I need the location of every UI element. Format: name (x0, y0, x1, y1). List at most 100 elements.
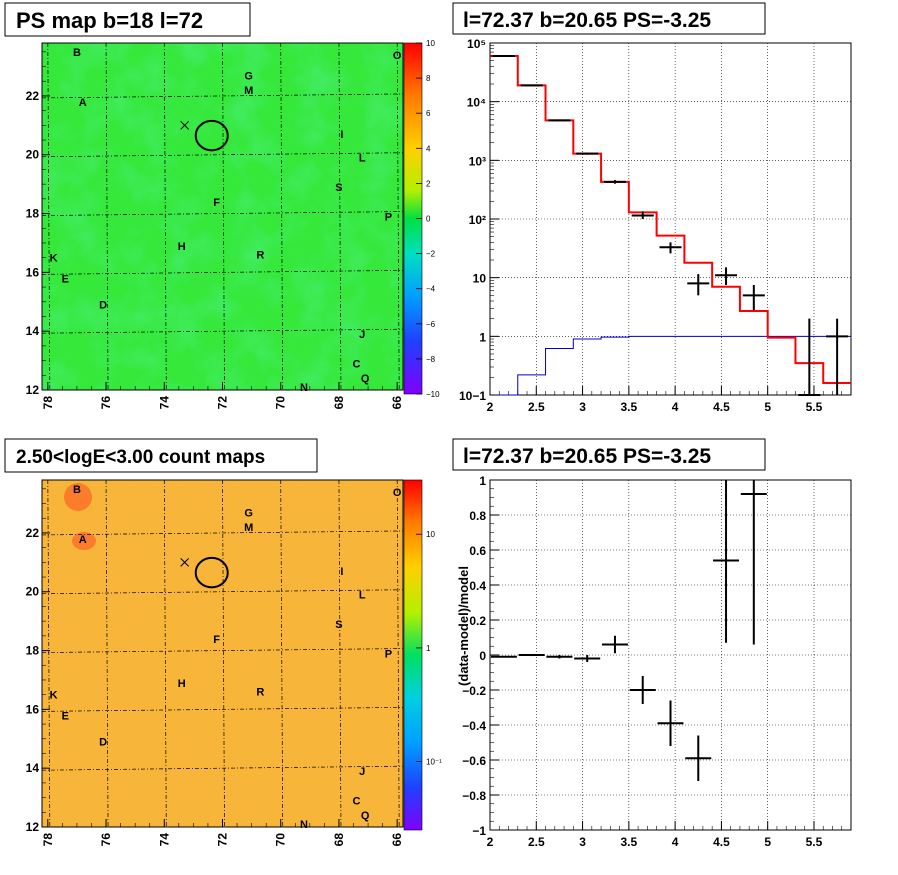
y-tick-label: 16 (26, 702, 40, 716)
colorbar-label: −6 (426, 320, 436, 329)
count-map-x-ticks: 78 76 74 72 70 68 66 (41, 819, 404, 846)
x-tick-label: 78 (41, 833, 55, 847)
x-tick-label: 4.5 (713, 400, 730, 414)
colorbar-label: 1 (426, 644, 431, 653)
meridian-line (280, 42, 284, 391)
x-tick-label: 3 (579, 835, 586, 849)
y-tick-label: 12 (26, 820, 40, 834)
source-label: C (352, 796, 360, 808)
bright-region-a (72, 532, 96, 550)
residual-panel: l=72.37 b=20.65 PS=-3.25 2 2.5 3 3.5 4 4.5 5 5.… (452, 438, 852, 849)
y-tick-label: 10 (473, 272, 487, 286)
source-label: G (244, 70, 253, 82)
meridian-line (396, 479, 400, 828)
source-label: E (62, 273, 69, 285)
count-map-sources: B A GM O I L S F P H R KE D J CQ N (50, 484, 402, 831)
x-tick-label: 72 (216, 833, 230, 847)
source-label: K (50, 690, 58, 702)
x-tick-label: 2.5 (528, 400, 545, 414)
source-label: A (79, 534, 87, 546)
ps-map-title: PS map b=18 l=72 (16, 8, 203, 33)
x-tick-label: 3.5 (621, 400, 638, 414)
source-label: M (244, 85, 253, 97)
source-label: C (352, 359, 360, 371)
source-label: H (178, 241, 186, 253)
y-tick-label: 0.4 (469, 579, 486, 593)
source-label: B (73, 47, 81, 59)
count-map-title-box (4, 438, 318, 473)
y-tick-label: −0.8 (462, 789, 486, 803)
y-tick-label: 0.6 (469, 544, 486, 558)
x-tick-label: 3.5 (621, 835, 638, 849)
colorbar-label: −4 (426, 285, 436, 294)
meridian-line (396, 42, 400, 391)
ps-map-sources: B A GM O I L S F P H R KE D J CQ N (50, 47, 402, 394)
meridian-line (280, 479, 284, 828)
count-colorbar-labels: 10 1 10⁻¹ (416, 530, 442, 767)
parallel-line (41, 765, 404, 771)
x-tick-label: 2.5 (528, 835, 545, 849)
cross-marker (180, 557, 190, 567)
y-tick-label: 0 (479, 649, 486, 663)
y-tick-label: −1 (472, 824, 486, 838)
parallel-line (41, 589, 404, 595)
source-label: P (385, 649, 392, 661)
source-label: D (99, 300, 107, 312)
x-tick-label: 66 (390, 833, 404, 847)
meridian-line (47, 42, 51, 391)
x-tick-label: 2 (487, 400, 494, 414)
source-circle (194, 119, 229, 152)
source-label: L (359, 590, 366, 602)
residual-y-axis-title: (data-model)/model (456, 566, 471, 686)
residual-grid (490, 480, 851, 830)
x-tick-label: 76 (99, 396, 113, 410)
y-tick-label: 14 (26, 324, 40, 338)
source-label: M (244, 522, 253, 534)
count-map-texture (42, 480, 403, 827)
meridian-line (222, 42, 225, 391)
source-label: N (300, 819, 308, 831)
source-label: N (300, 382, 308, 394)
x-tick-label: 70 (274, 833, 288, 847)
model-histogram (490, 55, 851, 385)
source-label: R (256, 250, 264, 262)
count-map-title: 2.50<logE<3.00 count maps (16, 447, 265, 468)
y-tick-label: 1 (479, 474, 486, 488)
ps-map-title-box (4, 2, 251, 37)
ps-colorbar-scale (404, 43, 422, 394)
count-colorbar-frame (403, 479, 423, 831)
source-label: I (340, 129, 343, 141)
spectrum-title-box (452, 2, 766, 35)
ps-map-grid (41, 42, 404, 391)
meridian-line (163, 479, 167, 828)
count-map-grid (41, 479, 404, 828)
parallel-line (41, 152, 404, 158)
parallel-line (41, 530, 404, 536)
source-label: S (335, 619, 342, 631)
source-label: L (359, 153, 366, 165)
colorbar-label: 4 (426, 144, 431, 153)
spectrum-y-ticks: 10−1 1 10 10² 10³ 10⁴ 10⁵ (459, 37, 499, 403)
y-tick-label: 10³ (469, 154, 486, 168)
source-label: F (213, 197, 220, 209)
meridian-line (338, 479, 342, 828)
background-model-line (490, 335, 851, 396)
data-points (492, 55, 849, 396)
x-tick-label: 4.5 (713, 835, 730, 849)
source-label: Q (361, 810, 370, 822)
count-colorbar-scale (404, 480, 422, 830)
x-tick-label: 74 (157, 396, 171, 410)
source-label: S (335, 182, 342, 194)
spectrum-title: l=72.37 b=20.65 PS=-3.25 (463, 9, 711, 32)
x-tick-label: 4 (672, 400, 679, 414)
colorbar-label: 0 (426, 215, 431, 224)
y-tick-label: 10² (469, 213, 486, 227)
model-line (490, 55, 851, 385)
x-tick-label: 66 (390, 396, 404, 410)
ps-map-x-ticks: 78 76 74 72 70 68 66 (41, 382, 404, 409)
y-tick-label: 10⁵ (467, 37, 486, 51)
source-label: A (79, 97, 87, 109)
x-tick-label: 68 (332, 833, 346, 847)
